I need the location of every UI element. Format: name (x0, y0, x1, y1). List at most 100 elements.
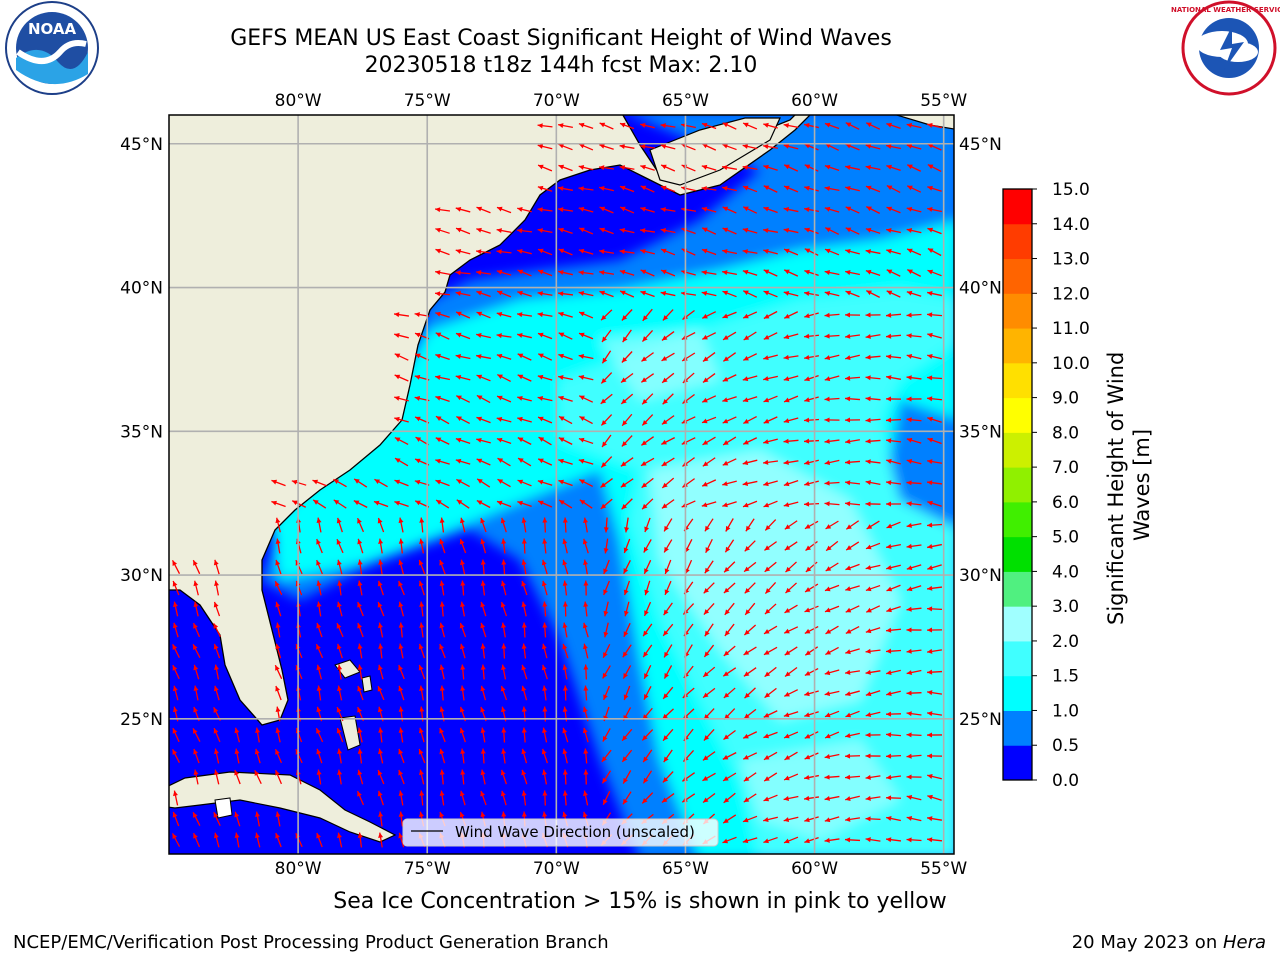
wave-direction-arrow (784, 604, 798, 614)
wave-direction-arrow (663, 602, 673, 616)
wave-direction-arrow (600, 478, 613, 488)
wave-direction-arrow (435, 270, 450, 276)
wave-direction-arrow (521, 622, 527, 638)
wave-direction-arrow (562, 643, 569, 659)
wave-direction-arrow (824, 248, 840, 256)
wave-direction-arrow (926, 753, 943, 759)
wave-direction-arrow (455, 437, 471, 444)
wave-direction-arrow (724, 602, 735, 616)
wave-direction-arrow (193, 769, 199, 785)
wave-direction-arrow (378, 748, 384, 764)
wave-direction-arrow (885, 795, 902, 801)
wave-direction-arrow (803, 501, 820, 507)
wave-direction-arrow (724, 539, 735, 553)
wave-direction-arrow (906, 501, 922, 507)
wave-direction-arrow (455, 332, 471, 340)
wave-direction-arrow (398, 790, 404, 806)
wave-direction-arrow (722, 667, 737, 677)
wave-direction-arrow (336, 559, 343, 575)
wave-direction-arrow (701, 291, 717, 297)
wave-direction-arrow (192, 644, 201, 658)
wave-direction-arrow (558, 186, 573, 192)
wave-direction-arrow (193, 685, 199, 701)
wave-direction-arrow (763, 122, 778, 129)
wave-direction-arrow (641, 352, 654, 362)
wave-direction-arrow (885, 627, 902, 633)
wave-direction-arrow (394, 457, 409, 467)
wave-direction-arrow (642, 623, 653, 637)
wave-direction-arrow (701, 479, 717, 487)
wave-direction-arrow (558, 270, 573, 276)
wave-direction-arrow (684, 559, 693, 575)
wave-direction-arrow (643, 664, 652, 680)
wave-direction-arrow (783, 207, 799, 213)
wave-direction-arrow (844, 417, 861, 423)
wave-direction-arrow (456, 478, 470, 488)
wave-direction-arrow (663, 539, 673, 553)
wave-direction-arrow (866, 520, 880, 530)
lat-label-right: 45°N (959, 135, 1002, 155)
wave-direction-arrow (356, 517, 365, 533)
wave-direction-arrow (439, 580, 445, 596)
wave-direction-arrow (578, 354, 594, 360)
colorbar-segment (1003, 362, 1032, 399)
wave-direction-arrow (783, 311, 799, 319)
wave-direction-arrow (824, 731, 840, 739)
wave-direction-arrow (476, 437, 491, 444)
lon-label-top: 65°W (662, 91, 709, 111)
wave-direction-arrow (517, 500, 532, 507)
wave-direction-arrow (192, 832, 201, 848)
wave-direction-arrow (865, 795, 881, 801)
wave-direction-arrow (844, 774, 861, 780)
wave-direction-arrow (763, 646, 778, 656)
wave-direction-arrow (926, 459, 943, 465)
wave-direction-arrow (455, 354, 471, 360)
wave-direction-arrow (435, 437, 450, 445)
wave-direction-arrow (315, 643, 324, 659)
wave-direction-arrow (336, 727, 344, 743)
wave-direction-arrow (722, 311, 737, 319)
wave-direction-arrow (599, 186, 614, 192)
wave-direction-arrow (517, 353, 532, 361)
wave-direction-arrow (783, 375, 799, 382)
wave-direction-arrow (419, 622, 425, 638)
wave-direction-arrow (701, 248, 717, 256)
wave-direction-arrow (578, 122, 594, 130)
wave-direction-arrow (702, 352, 716, 362)
wave-direction-arrow (763, 332, 778, 340)
wave-direction-arrow (763, 731, 778, 739)
wave-direction-arrow (906, 353, 922, 360)
wave-direction-arrow (377, 769, 385, 785)
wave-direction-arrow (865, 732, 881, 738)
wave-direction-arrow (521, 538, 527, 554)
map-frame (168, 114, 955, 855)
wave-direction-arrow (804, 164, 819, 172)
wave-direction-arrow (418, 580, 425, 596)
wave-direction-arrow (622, 644, 632, 658)
colorbar-segment (1003, 397, 1032, 433)
wave-direction-arrow (558, 248, 573, 256)
wave-direction-arrow (783, 164, 799, 172)
wave-direction-arrow (455, 270, 471, 276)
wave-direction-arrow (926, 816, 943, 822)
wave-direction-arrow (357, 601, 364, 617)
vector-legend: Wind Wave Direction (unscaled) (402, 818, 719, 847)
wave-direction-arrow (927, 332, 942, 339)
colorbar-tick-label: 0.0 (1052, 771, 1079, 791)
wave-direction-arrow (845, 290, 860, 298)
wave-direction-arrow (558, 437, 573, 445)
wave-direction-arrow (213, 832, 220, 848)
wave-direction-arrow (398, 517, 404, 533)
wave-direction-arrow (660, 164, 676, 172)
wave-direction-arrow (480, 601, 487, 617)
wave-direction-arrow (542, 601, 548, 617)
wave-direction-arrow (742, 206, 758, 214)
wave-direction-arrow (783, 290, 799, 297)
wave-direction-arrow (558, 164, 573, 172)
wave-direction-arrow (804, 646, 819, 656)
wave-direction-arrow (459, 643, 466, 659)
wave-direction-arrow (906, 564, 922, 571)
wave-direction-arrow (926, 837, 943, 843)
wave-direction-arrow (886, 164, 901, 171)
wave-direction-arrow (497, 457, 511, 467)
